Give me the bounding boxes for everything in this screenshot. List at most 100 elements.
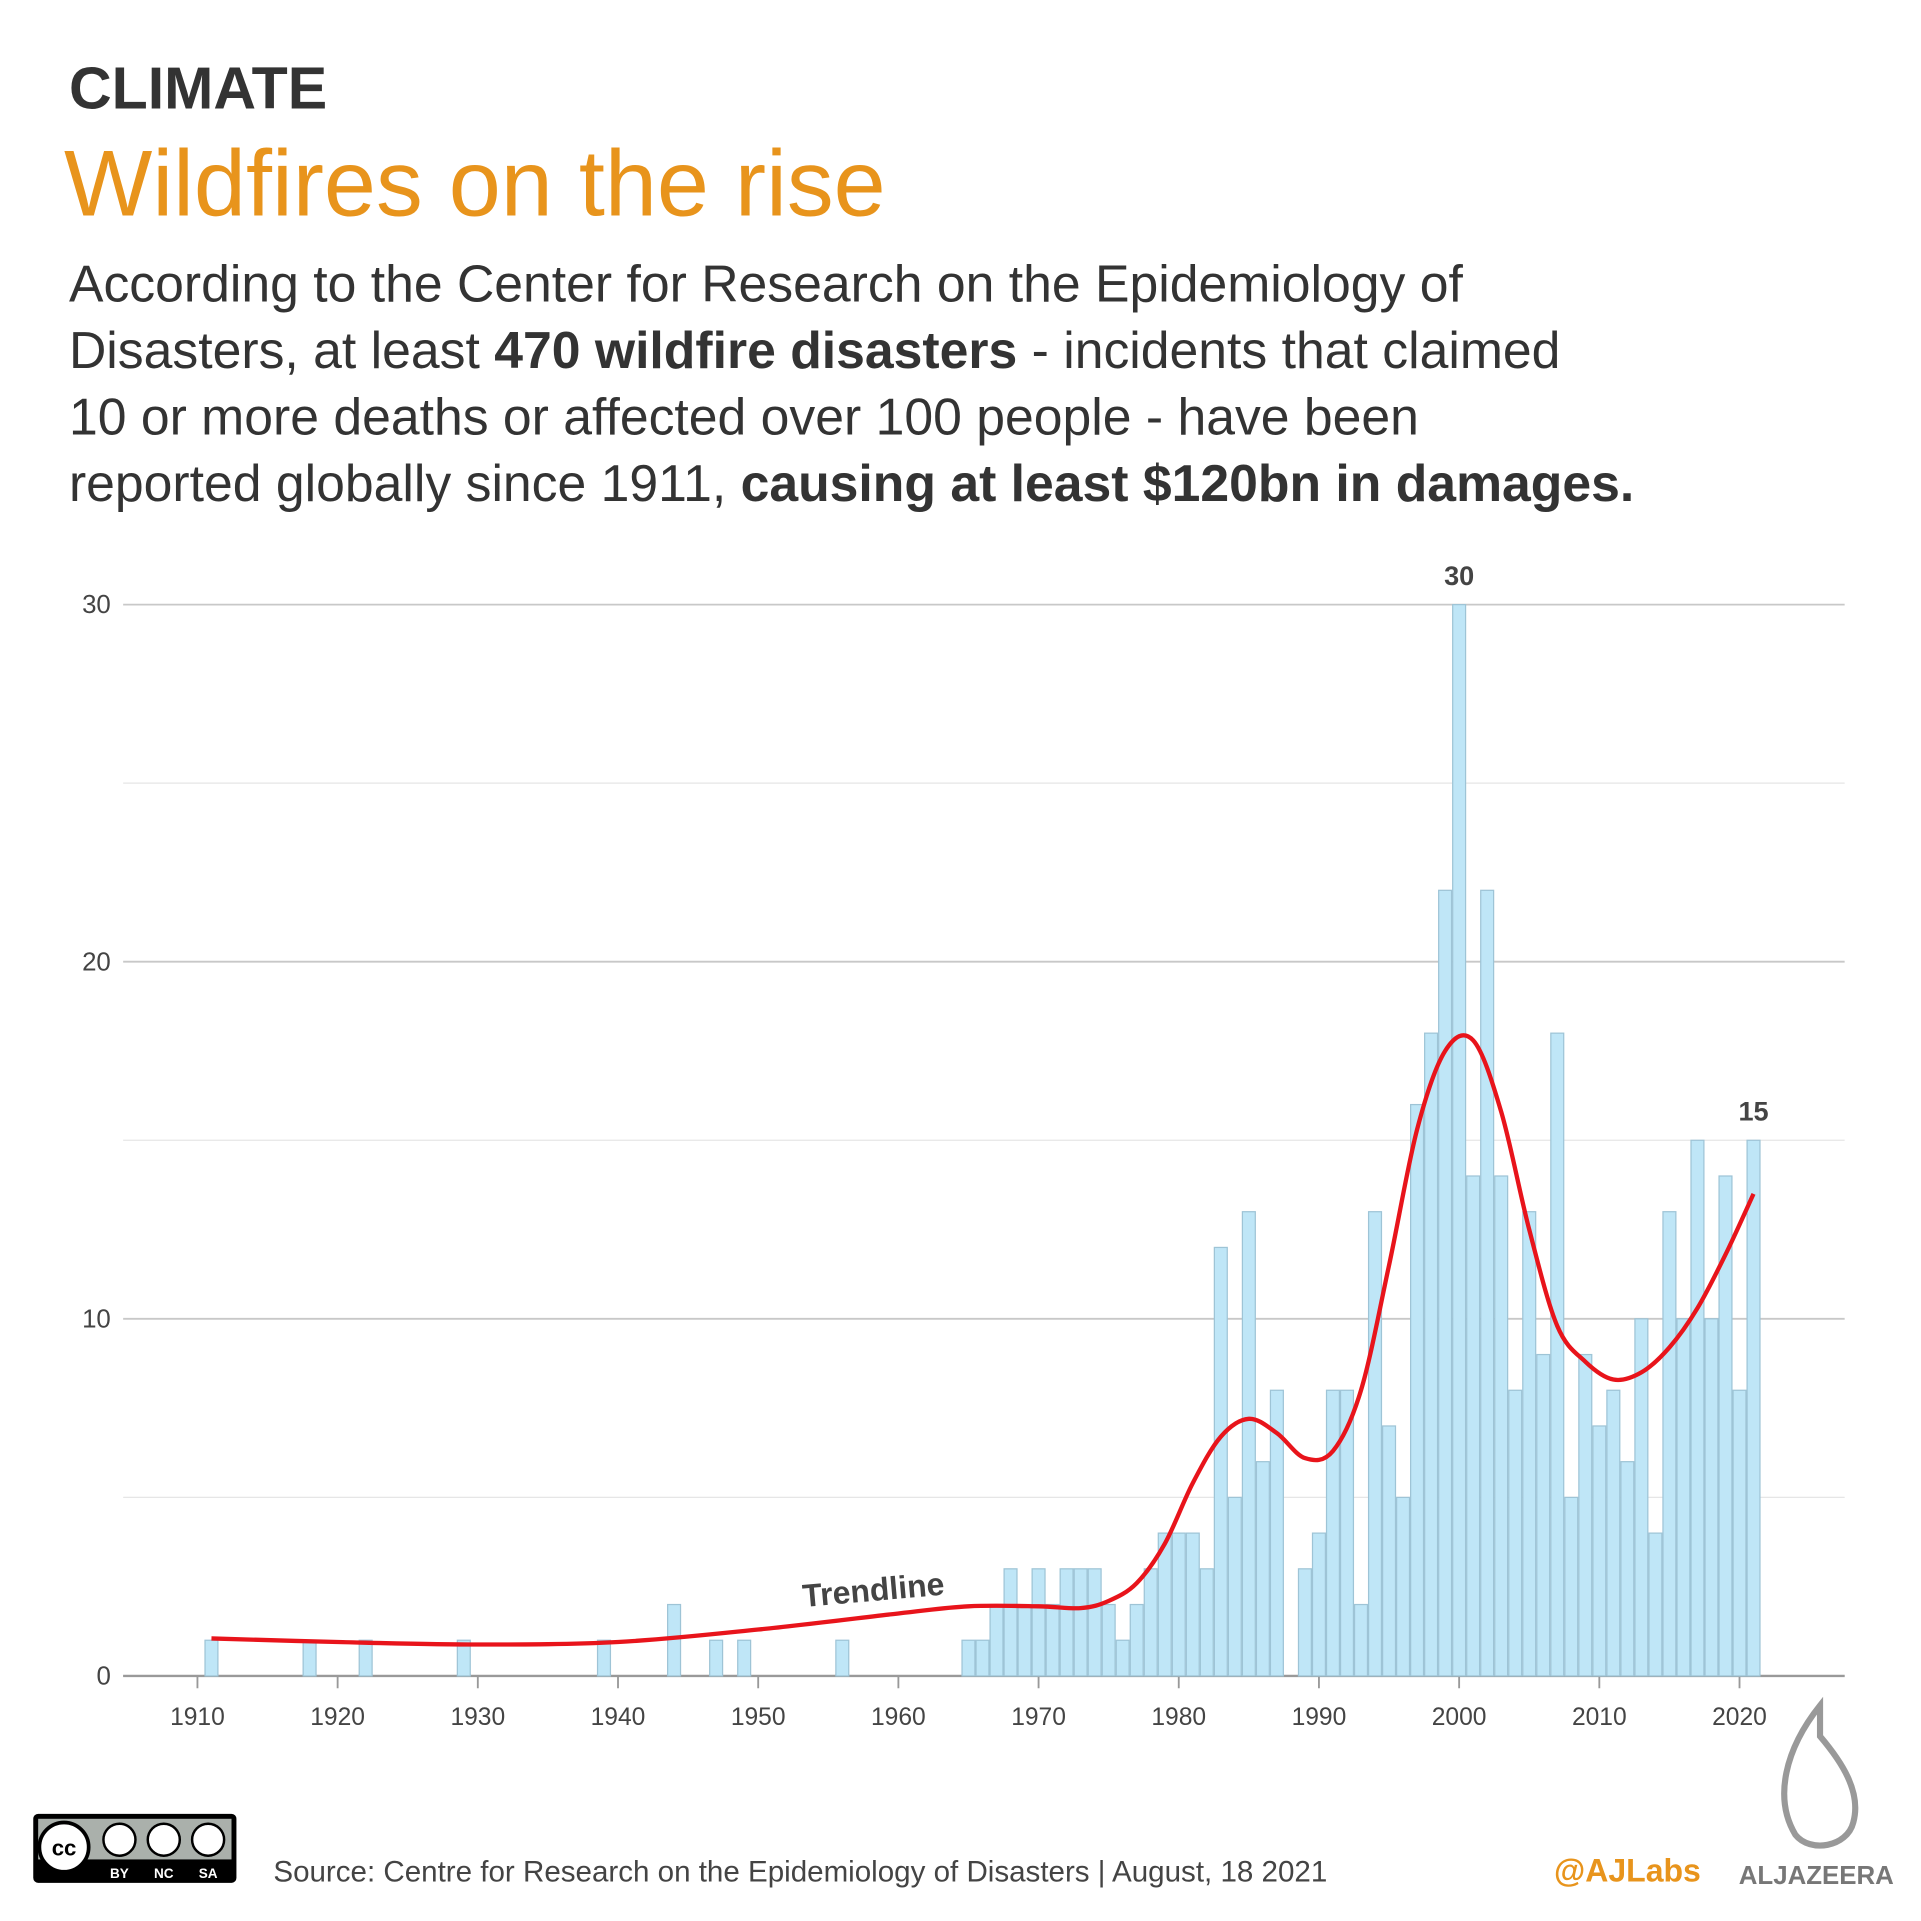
bar: [1704, 1318, 1719, 1677]
bar: [1325, 1389, 1341, 1677]
x-tick-label: 1940: [591, 1704, 646, 1731]
license-label: NC: [154, 1866, 174, 1881]
bar: [1227, 1496, 1242, 1677]
bar: [1059, 1568, 1074, 1677]
subtitle-text: 10 or more deaths or affected over 100 p…: [69, 388, 1419, 446]
value-label: 30: [1444, 560, 1474, 591]
bar: [1620, 1461, 1635, 1677]
bar: [1115, 1639, 1130, 1677]
bar: [1648, 1532, 1663, 1677]
bar: [1129, 1603, 1144, 1677]
x-tick-label: 2010: [1572, 1704, 1627, 1731]
bar: [975, 1639, 990, 1677]
bar: [961, 1639, 976, 1677]
bar: [1311, 1532, 1327, 1677]
source: Source: Centre for Research on the Epide…: [273, 1856, 1327, 1889]
bar: [358, 1639, 373, 1677]
bar: [1395, 1496, 1411, 1677]
bar: [1213, 1246, 1228, 1677]
bar: [1171, 1532, 1186, 1677]
y-tick-label: 30: [82, 591, 111, 619]
bar: [204, 1639, 219, 1677]
bar: [1452, 604, 1467, 1677]
bar: [1031, 1568, 1046, 1677]
bar: [1045, 1603, 1060, 1677]
y-tick-label: 0: [96, 1663, 110, 1691]
brand: ALJAZEERA: [1739, 1862, 1894, 1890]
bar: [1718, 1175, 1733, 1677]
bar: [1536, 1353, 1551, 1677]
bar: [1578, 1353, 1593, 1677]
bar: [1606, 1389, 1621, 1677]
subtitle-text: Disasters, at least: [69, 321, 494, 379]
trendline-label: Trendline: [801, 1566, 946, 1614]
bar: [1508, 1389, 1523, 1677]
value-label: 15: [1738, 1096, 1768, 1127]
bar: [989, 1603, 1004, 1677]
bar: [302, 1639, 317, 1677]
bar: [1592, 1425, 1607, 1677]
bar: [1241, 1211, 1256, 1677]
bar: [1003, 1568, 1018, 1677]
bar: [456, 1639, 471, 1677]
bar: [1494, 1175, 1509, 1677]
x-tick-label: 1970: [1011, 1704, 1066, 1731]
subtitle-text: - incidents that claimed: [1017, 321, 1560, 379]
bar: [1367, 1211, 1383, 1677]
x-tick-label: 1980: [1151, 1704, 1206, 1731]
x-tick-label: 2020: [1712, 1704, 1767, 1731]
bar: [1410, 1103, 1425, 1677]
license-label: SA: [199, 1866, 218, 1881]
svg-text:cc: cc: [52, 1836, 77, 1861]
plot: 0 10 20 30 1910 1920 1930 1940 1950 1960 1970 1980 1…: [82, 560, 1845, 1731]
bar: [1466, 1175, 1481, 1677]
license-label: BY: [110, 1866, 129, 1881]
bar: [1690, 1139, 1705, 1677]
bar: [1157, 1532, 1172, 1677]
subtitle-bold: 470 wildfire disasters: [494, 321, 1017, 379]
bar: [1269, 1389, 1284, 1677]
bar: [1073, 1568, 1088, 1677]
bar: [709, 1639, 724, 1677]
bar: [1550, 1032, 1565, 1677]
bar: [1353, 1603, 1369, 1677]
x-tick-label: 1920: [310, 1704, 365, 1731]
bar: [1746, 1139, 1761, 1677]
bar: [1255, 1461, 1270, 1677]
subtitle-line: Disasters, at least 470 wildfire disaste…: [69, 321, 1560, 379]
bar: [1634, 1318, 1649, 1677]
subtitle-bold: causing at least $120bn in damages.: [741, 454, 1635, 512]
bar: [1438, 889, 1453, 1677]
bar: [1662, 1211, 1677, 1677]
bar: [1339, 1389, 1355, 1677]
subtitle-text: According to the Center for Research on …: [69, 255, 1464, 313]
chart-title: Wildfires on the rise: [64, 130, 886, 235]
x-tick-label: 1990: [1292, 1704, 1347, 1731]
subtitle-line: According to the Center for Research on …: [69, 255, 1464, 313]
x-tick-label: 1910: [170, 1704, 225, 1731]
bar: [1185, 1532, 1200, 1677]
kicker: CLIMATE: [69, 54, 327, 121]
x-tick-label: 1960: [871, 1704, 926, 1731]
bar: [1564, 1496, 1579, 1677]
x-tick-label: 1930: [450, 1704, 505, 1731]
bar: [1017, 1603, 1032, 1677]
aljazeera-logo: [1781, 1696, 1859, 1849]
bar: [1143, 1568, 1158, 1677]
x-tick-label: 2000: [1432, 1704, 1487, 1731]
y-tick-label: 20: [82, 948, 111, 976]
bar: [1381, 1425, 1397, 1677]
handle: @AJLabs: [1554, 1853, 1701, 1889]
cc-badge: cc: [33, 1813, 237, 1883]
bar: [1087, 1568, 1102, 1677]
bar: [596, 1639, 612, 1677]
bar: [1522, 1211, 1537, 1677]
subtitle: According to the Center for Research on …: [69, 255, 1634, 512]
bar: [835, 1639, 850, 1677]
bar: [737, 1639, 752, 1677]
bar: [1297, 1568, 1312, 1677]
subtitle-line: reported globally since 1911, causing at…: [69, 454, 1634, 512]
subtitle-line: 10 or more deaths or affected over 100 p…: [69, 388, 1419, 446]
bar: [1424, 1032, 1439, 1677]
